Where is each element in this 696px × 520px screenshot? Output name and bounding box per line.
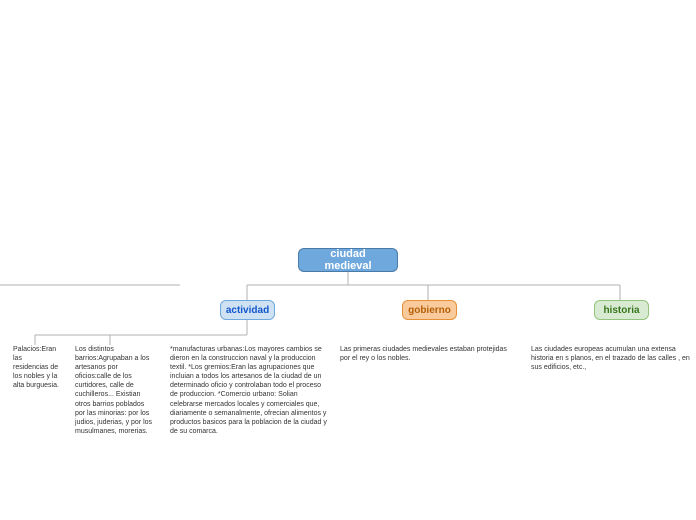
text-manufact: *manufacturas urbanas:Los mayores cambio… (170, 345, 328, 436)
branch-label-actividad: actividad (226, 305, 269, 316)
root-node[interactable]: ciudad medieval (298, 248, 398, 272)
branch-historia[interactable]: historia (594, 300, 649, 320)
branch-actividad[interactable]: actividad (220, 300, 275, 320)
text-historia_t: Las ciudades europeas acumulan una exten… (531, 345, 696, 372)
text-primeras: Las primeras ciudades medievales estaban… (340, 345, 518, 363)
branch-label-historia: historia (603, 305, 639, 316)
root-label: ciudad medieval (309, 248, 387, 272)
text-palacios: Palacios:Eran las residencias de los nob… (13, 345, 59, 390)
text-barrios: Los distintos barrios:Agrupaban a los ar… (75, 345, 153, 436)
branch-label-gobierno: gobierno (408, 305, 451, 316)
branch-gobierno[interactable]: gobierno (402, 300, 457, 320)
